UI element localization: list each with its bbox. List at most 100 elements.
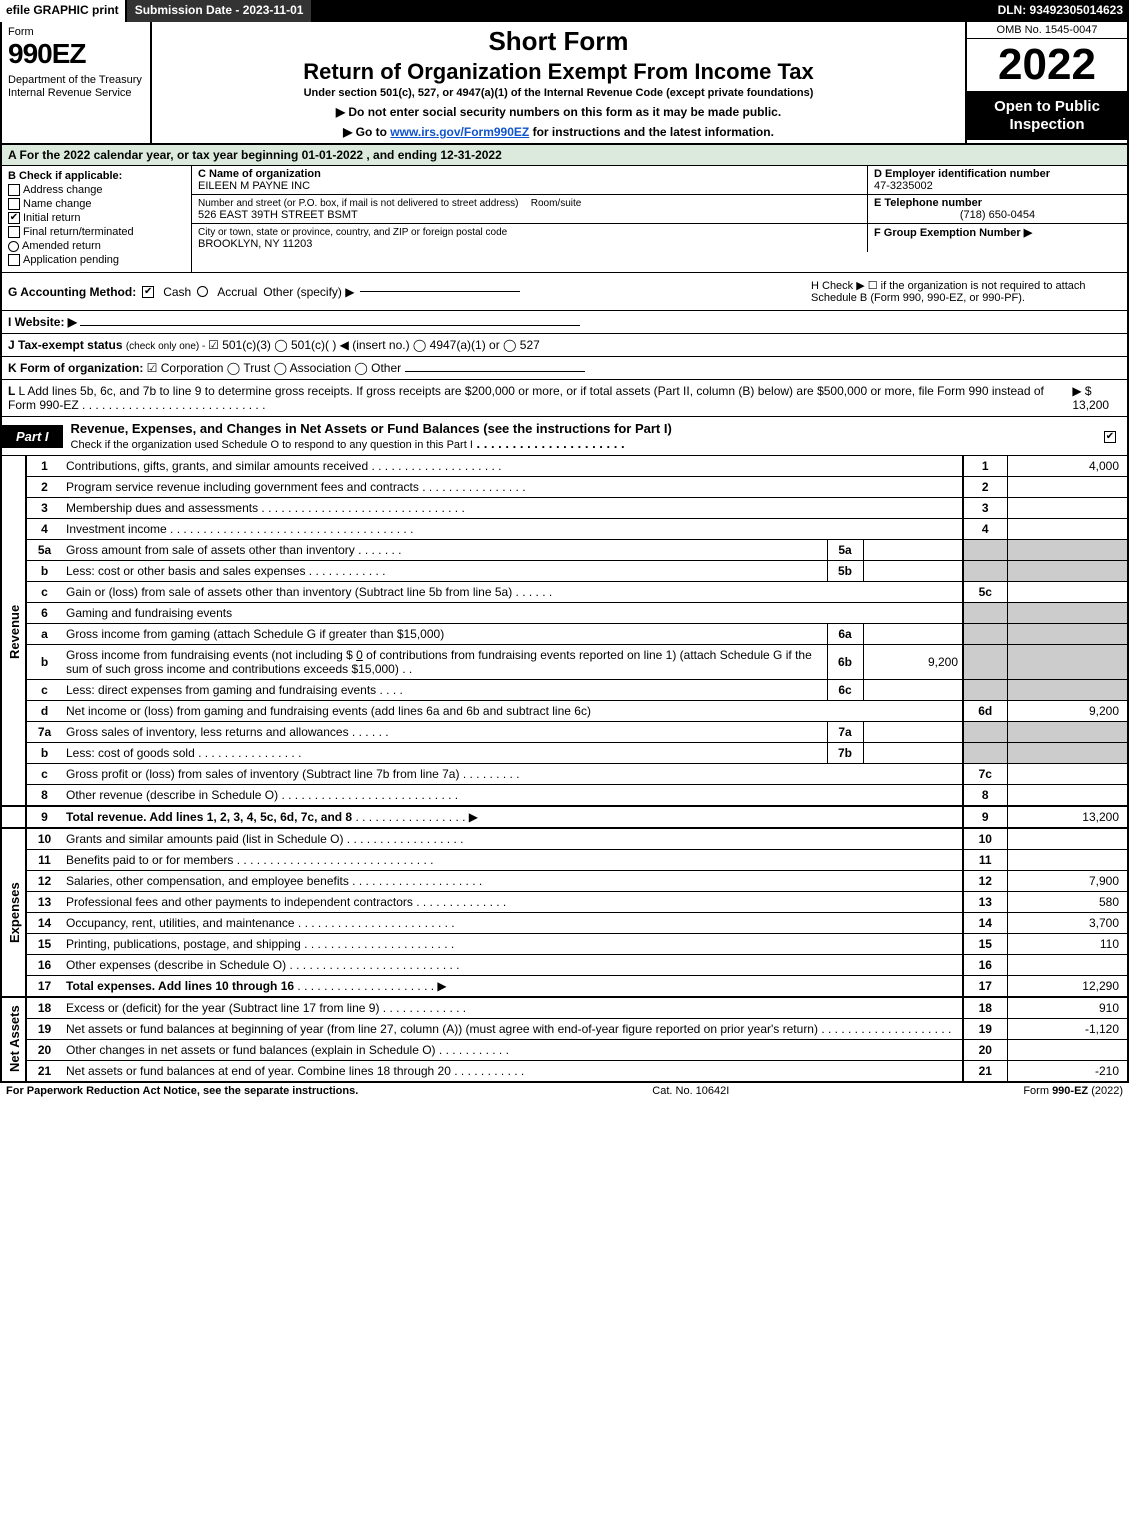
part-1-subtitle: Check if the organization used Schedule … [71,439,473,451]
line-3: 3 Membership dues and assessments . . . … [2,498,1127,519]
part-1-header: Part I Revenue, Expenses, and Changes in… [2,417,1127,456]
chk-name-change[interactable]: Name change [8,198,185,210]
room-label: Room/suite [531,198,582,209]
form-header: Form 990EZ Department of the Treasury In… [2,22,1127,145]
open-to-public: Open to Public Inspection [967,92,1127,140]
row-city: City or town, state or province, country… [192,224,1127,252]
accrual-label: Accrual [217,285,257,299]
form-frame: Form 990EZ Department of the Treasury In… [0,22,1129,1083]
header-right: OMB No. 1545-0047 2022 Open to Public In… [967,22,1127,143]
row-j-tax-exempt: J Tax-exempt status (check only one) - ☑… [2,334,1127,357]
line-8: 8 Other revenue (describe in Schedule O)… [2,785,1127,807]
dln-label: DLN: 93492305014623 [992,0,1129,22]
irs-link[interactable]: www.irs.gov/Form990EZ [390,125,529,139]
revenue-side-label: Revenue [2,456,26,806]
g-label: G Accounting Method: [8,285,136,299]
c-label: C Name of organization [198,168,321,180]
chk-final-return[interactable]: Final return/terminated [8,226,185,238]
line-17: 17 Total expenses. Add lines 10 through … [2,976,1127,998]
k-label: K Form of organization: [8,361,143,375]
line-6d: d Net income or (loss) from gaming and f… [2,701,1127,722]
chk-accrual[interactable] [197,286,208,297]
form-footer-id: Form 990-EZ (2022) [1023,1085,1123,1097]
submission-date-label: Submission Date - 2023-11-01 [127,0,314,22]
form-number: 990EZ [8,38,144,70]
line-7c: c Gross profit or (loss) from sales of i… [2,764,1127,785]
l-amount: ▶ $ 13,200 [1072,384,1121,412]
other-label: Other (specify) ▶ [263,285,354,299]
chk-application-pending[interactable]: Application pending [8,254,185,266]
line-4: 4 Investment income . . . . . . . . . . … [2,519,1127,540]
k-options[interactable]: ☑ Corporation ◯ Trust ◯ Association ◯ Ot… [147,361,401,375]
org-name: EILEEN M PAYNE INC [198,180,310,192]
j-options[interactable]: ☑ 501(c)(3) ◯ 501(c)( ) ◀ (insert no.) ◯… [208,338,540,352]
line-15: 15 Printing, publications, postage, and … [2,934,1127,955]
city-value: BROOKLYN, NY 11203 [198,238,312,250]
line-6: 6 Gaming and fundraising events [2,603,1127,624]
website-input-line[interactable] [80,325,580,326]
j-label: J Tax-exempt status [8,338,123,352]
row-i-website: I Website: ▶ [2,311,1127,334]
d-label: D Employer identification number [874,168,1050,180]
f-label: F Group Exemption Number ▶ [874,227,1032,239]
b-label: B Check if applicable: [8,170,185,182]
part-1-tab: Part I [2,425,63,448]
row-a-tax-year: A For the 2022 calendar year, or tax yea… [2,145,1127,166]
chk-initial-return[interactable]: Initial return [8,212,185,224]
omb-number: OMB No. 1545-0047 [967,22,1127,39]
topbar-spacer [313,0,991,22]
line-9: 9 Total revenue. Add lines 1, 2, 3, 4, 5… [2,806,1127,828]
line-6b: b Gross income from fundraising events (… [2,645,1127,680]
line-5a: 5a Gross amount from sale of assets othe… [2,540,1127,561]
line-5b: b Less: cost or other basis and sales ex… [2,561,1127,582]
k-other-line[interactable] [405,371,585,372]
line-6c: c Less: direct expenses from gaming and … [2,680,1127,701]
row-address: Number and street (or P.O. box, if mail … [192,195,1127,224]
cat-number: Cat. No. 10642I [358,1085,1023,1097]
row-g-accounting: G Accounting Method: Cash Accrual Other … [2,273,1127,311]
efile-print-label[interactable]: efile GRAPHIC print [0,0,127,22]
line-18: Net Assets 18 Excess or (deficit) for th… [2,997,1127,1019]
line-16: 16 Other expenses (describe in Schedule … [2,955,1127,976]
part-1-checkbox[interactable] [1104,429,1127,443]
form-label: Form [8,26,144,38]
l-label: L [8,384,18,398]
return-title: Return of Organization Exempt From Incom… [160,59,957,85]
expenses-side-label: Expenses [2,828,26,997]
line-14: 14 Occupancy, rent, utilities, and maint… [2,913,1127,934]
chk-cash[interactable] [142,286,154,298]
line-7b: b Less: cost of goods sold . . . . . . .… [2,743,1127,764]
short-form-title: Short Form [160,26,957,57]
e-label: E Telephone number [874,197,982,209]
goto-pre: ▶ Go to [343,125,390,139]
line-2: 2 Program service revenue including gove… [2,477,1127,498]
ein-value: 47-3235002 [874,180,933,192]
city-label: City or town, state or province, country… [198,227,507,238]
line-10: Expenses 10 Grants and similar amounts p… [2,828,1127,850]
phone-value: (718) 650-0454 [874,209,1121,221]
tax-year: 2022 [967,39,1127,92]
header-left: Form 990EZ Department of the Treasury In… [2,22,152,143]
line-13: 13 Professional fees and other payments … [2,892,1127,913]
line-5c: c Gain or (loss) from sale of assets oth… [2,582,1127,603]
line-11: 11 Benefits paid to or for members . . .… [2,850,1127,871]
chk-address-change[interactable]: Address change [8,184,185,196]
other-input-line[interactable] [360,291,520,292]
goto-instruction: ▶ Go to www.irs.gov/Form990EZ for instru… [160,125,957,139]
header-middle: Short Form Return of Organization Exempt… [152,22,967,143]
cash-label: Cash [163,285,191,299]
row-c-name: C Name of organization EILEEN M PAYNE IN… [192,166,1127,195]
line-20: 20 Other changes in net assets or fund b… [2,1040,1127,1061]
paperwork-notice: For Paperwork Reduction Act Notice, see … [6,1085,358,1097]
part-1-table: Revenue 1 Contributions, gifts, grants, … [2,456,1127,1081]
department-label: Department of the Treasury Internal Reve… [8,74,144,100]
under-section-text: Under section 501(c), 527, or 4947(a)(1)… [160,87,957,99]
chk-amended-return[interactable]: Amended return [8,240,185,252]
line-19: 19 Net assets or fund balances at beginn… [2,1019,1127,1040]
top-bar: efile GRAPHIC print Submission Date - 20… [0,0,1129,22]
netassets-side-label: Net Assets [2,997,26,1081]
i-label: I Website: ▶ [8,315,77,329]
row-k-form-of-org: K Form of organization: ☑ Corporation ◯ … [2,357,1127,380]
line-1: Revenue 1 Contributions, gifts, grants, … [2,456,1127,477]
column-b-checkboxes: B Check if applicable: Address change Na… [2,166,192,272]
